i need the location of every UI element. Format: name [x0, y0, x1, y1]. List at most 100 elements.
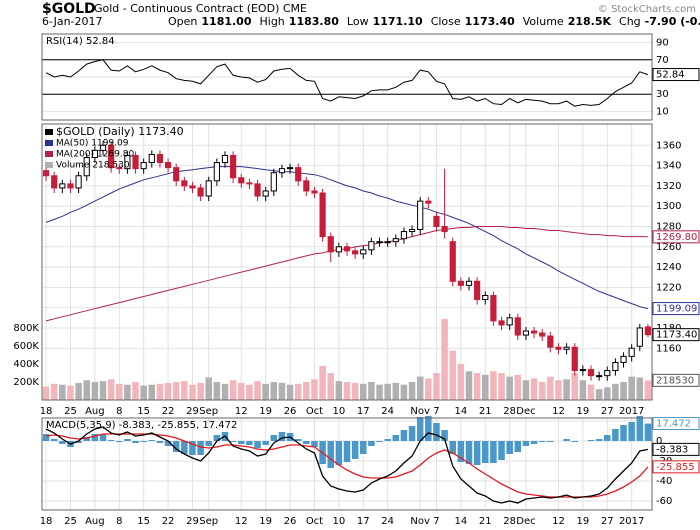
- volume-bar: [254, 381, 261, 400]
- volume-bar: [83, 380, 90, 400]
- histogram-bar: [83, 437, 90, 441]
- volume-bar: [319, 365, 326, 400]
- histogram-bar: [99, 434, 107, 441]
- quote-line: Open 1181.00 High 1183.80 Low 1171.10 Close 117…: [168, 15, 700, 28]
- quote-label: Close: [431, 15, 461, 28]
- volume-bar: [67, 385, 74, 400]
- volume-bar: [490, 371, 497, 400]
- x-tick-label: 8: [116, 406, 122, 417]
- x-tick-label: Sep: [199, 516, 218, 527]
- y-tick-label: 1320: [656, 181, 681, 192]
- volume-bar: [42, 386, 50, 400]
- candle-body: [522, 330, 530, 336]
- candle-body: [579, 369, 586, 372]
- candle-body: [311, 190, 318, 194]
- y-tick-label: 1360: [656, 140, 681, 151]
- histogram-bar: [238, 441, 245, 444]
- histogram-bar: [189, 441, 196, 455]
- histogram-bar: [278, 432, 286, 441]
- legend-label: MA(200) 1269.80: [56, 150, 134, 160]
- candle-body: [612, 361, 619, 372]
- histogram-bar: [628, 422, 635, 441]
- x-tick-label: 10: [332, 406, 345, 417]
- x-tick-label: 19: [576, 516, 589, 527]
- candle-body: [181, 180, 188, 187]
- histogram-bar: [425, 416, 432, 441]
- panel-title: RSI(14) 52.84: [46, 36, 115, 47]
- histogram-bar: [360, 441, 367, 454]
- volume-bar: [457, 364, 465, 400]
- histogram-bar: [416, 417, 424, 441]
- volume-bar: [425, 378, 432, 400]
- volume-bar: [107, 379, 115, 400]
- x-tick-label: Oct: [306, 406, 323, 417]
- histogram-bar: [441, 430, 448, 441]
- x-tick-label: 26: [284, 406, 297, 417]
- volume-bar: [433, 373, 440, 400]
- candle-body: [555, 346, 562, 350]
- volume-bar: [555, 380, 562, 400]
- histogram-bar: [392, 435, 400, 441]
- candle-body: [197, 187, 204, 197]
- histogram-bar: [116, 441, 123, 442]
- candle-body: [417, 200, 424, 231]
- histogram-bar: [604, 435, 611, 441]
- candle-body: [230, 154, 237, 179]
- x-tick-label: 22: [162, 406, 175, 417]
- candle-body: [254, 183, 261, 197]
- volume-bar: [547, 376, 554, 400]
- candle-body: [368, 241, 375, 251]
- volume-bar: [465, 371, 473, 400]
- candle-body: [278, 168, 286, 174]
- volume-bar: [376, 384, 383, 400]
- quote-value: 1183.80: [289, 15, 339, 28]
- histogram-bar: [107, 440, 115, 441]
- legend-swatch: [45, 151, 53, 157]
- quote-value: -7.90 (-0.67%): [645, 15, 700, 28]
- legend-swatch: [45, 140, 53, 146]
- candle-body: [59, 183, 66, 189]
- x-tick-label: 2017: [619, 516, 644, 527]
- x-tick-label: Nov: [410, 516, 430, 527]
- histogram-bar: [229, 441, 237, 442]
- quote-value: 1181.00: [201, 15, 251, 28]
- x-tick-label: 21: [479, 516, 492, 527]
- x-tick-label: 29: [186, 516, 199, 527]
- histogram-bar: [587, 440, 595, 441]
- histogram-bar: [400, 430, 408, 441]
- x-tick-label: 29: [186, 406, 199, 417]
- quote-date: 6-Jan-2017: [42, 15, 103, 28]
- volume-bar: [441, 319, 448, 400]
- candle-body: [514, 317, 521, 336]
- x-tick-label: 24: [381, 516, 394, 527]
- histogram-bar: [506, 441, 513, 454]
- volume-bar: [498, 373, 505, 400]
- value-tag-box: [652, 373, 700, 387]
- candle-body: [262, 190, 269, 197]
- candle-body: [108, 144, 115, 169]
- candle-body: [67, 183, 74, 189]
- volume-tick-label: 600K: [13, 341, 39, 352]
- candle-body: [547, 335, 554, 348]
- legend-swatch: [45, 162, 53, 168]
- histogram-bar: [197, 441, 204, 455]
- quote-value: 1173.40: [465, 15, 515, 28]
- y-tick-label: 30: [656, 89, 669, 100]
- candle-body: [604, 370, 611, 377]
- candle-body: [376, 241, 383, 244]
- quote-value: 1171.10: [373, 15, 423, 28]
- candle-body: [563, 346, 570, 350]
- candle-body: [189, 185, 196, 189]
- candle-body: [457, 280, 464, 286]
- candle-body: [408, 229, 416, 233]
- x-tick-label: 27: [601, 406, 614, 417]
- x-tick-label: 12: [552, 406, 565, 417]
- symbol: $GOLD: [42, 1, 96, 17]
- candle-body: [392, 238, 399, 243]
- legend-label: MA(50) 1199.09: [56, 139, 129, 149]
- histogram-bar: [156, 441, 164, 443]
- value-tag-box: [652, 302, 700, 316]
- histogram-bar: [59, 441, 66, 444]
- histogram-bar: [262, 441, 269, 445]
- volume-bar: [604, 387, 611, 400]
